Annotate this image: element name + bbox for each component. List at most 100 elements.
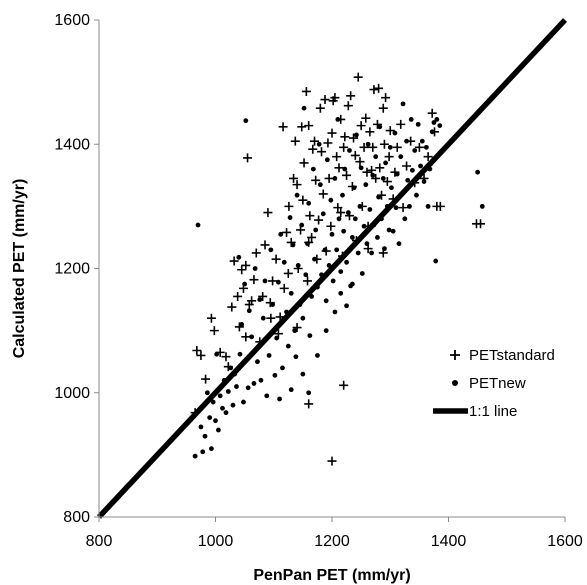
legend-label: PETnew [469,375,526,392]
petnew-point [365,141,371,147]
petnew-point [431,120,437,125]
petnew-point [330,278,336,284]
one-to-one-line [96,18,568,519]
petstandard-point [293,264,303,273]
petstandard-point [314,215,324,225]
petstandard-point [423,152,433,162]
petstandard-point [289,173,299,183]
petnew-point [355,250,361,256]
petnew-point [234,384,239,389]
petstandard-point [349,133,359,143]
petstandard-point [368,142,378,152]
petnew-point [288,387,294,393]
petnew-point [415,121,421,127]
petnew-point [334,247,340,253]
petnew-point [255,359,260,365]
petstandard-point [284,201,294,211]
petstandard-point [310,136,320,146]
petnew-point [400,101,406,107]
petstandard-point [367,165,377,175]
petstandard-point [427,108,437,118]
petnew-point [414,192,419,198]
petstandard-point [398,203,408,213]
petnew-point [354,132,359,138]
petnew-point [223,410,229,416]
legend-label: PETstandard [469,347,555,364]
petnew-point [392,130,398,136]
petnew-point [418,163,423,169]
petnew-point [306,200,312,206]
petstandard-point [355,157,365,167]
petstandard-point [243,153,253,163]
petnew-point [405,177,411,183]
petnew-point [352,216,358,222]
petstandard-point [430,127,440,137]
petstandard-point [263,208,273,218]
petnew-point [276,279,281,285]
petstandard-point [201,374,211,384]
y-tick-label: 1000 [54,385,90,402]
petstandard-point [282,227,292,237]
legend-dot-marker [452,380,458,386]
petstandard-point [299,158,309,168]
petnew-point [310,166,316,172]
petstandard-point [315,103,325,113]
petnew-point [285,343,291,349]
petstandard-point [215,347,225,357]
petstandard-point [318,189,328,199]
petstandard-point [365,127,375,137]
petnew-point [287,215,293,220]
petnew-point [200,449,206,455]
petstandard-point [221,352,231,362]
petnew-point [369,250,375,256]
petnew-point [204,390,210,396]
petnew-point [293,354,299,360]
petstandard-point [321,246,331,256]
petstandard-point [301,86,311,96]
petnew-point [320,211,326,217]
petnew-point [367,207,373,212]
x-tick-label: 1200 [314,533,350,550]
petnew-point [377,124,383,130]
petstandard-point [356,121,366,131]
petnew-point [272,372,278,378]
petstandard-point [297,122,307,132]
petnew-point [281,259,287,265]
y-tick-label: 1200 [54,261,90,278]
petnew-point [195,222,201,228]
petstandard-point [372,119,382,129]
petnew-point [313,227,319,233]
petnew-point [202,433,208,439]
petstandard-point [374,83,384,93]
petnew-point [336,216,342,222]
petstandard-point [292,323,302,333]
petstandard-point [283,268,293,278]
petnew-point [280,365,285,371]
petstandard-point [340,132,350,142]
petnew-point [338,269,344,275]
petstandard-point [249,275,259,285]
petnew-point [264,393,270,399]
petstandard-point [304,121,314,131]
petnew-point [393,205,399,211]
petstandard-point [336,114,346,124]
petnew-point [386,227,392,233]
x-tick-label: 1000 [198,533,234,550]
petstandard-point [350,150,360,160]
petnew-point [251,381,257,386]
petnew-point [260,315,266,321]
petnew-point [324,157,330,163]
petstandard-point [414,142,424,152]
petstandard-point [223,362,233,372]
petnew-point [246,308,252,314]
petnew-point [243,118,249,124]
petstandard-point [260,240,270,250]
petnew-point [332,309,338,315]
petnew-point [303,272,309,278]
petnew-point [419,138,425,144]
petstandard-point [342,170,352,180]
petstandard-point [339,380,349,390]
petnew-point [237,351,243,357]
petstandard-point [234,322,244,332]
petstandard-point [304,399,314,409]
